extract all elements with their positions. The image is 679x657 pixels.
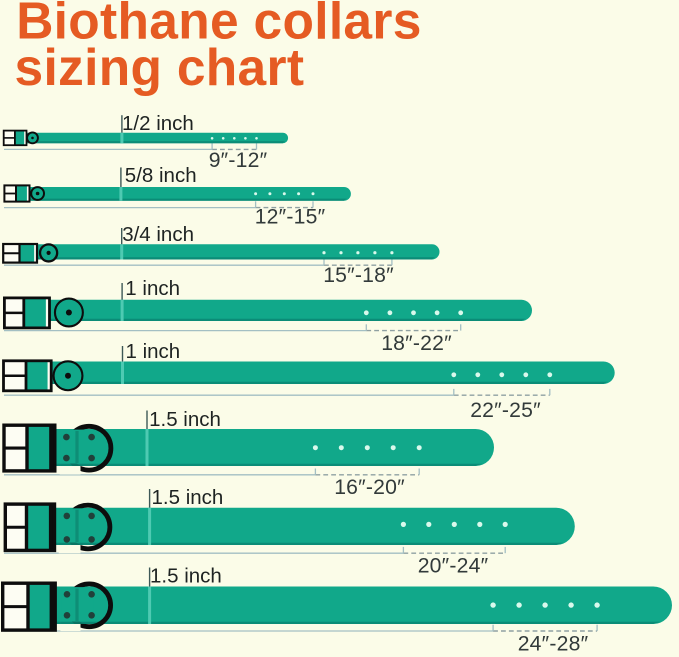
svg-text:1.5 inch: 1.5 inch [149,408,221,431]
svg-text:3/4 inch: 3/4 inch [122,223,194,246]
svg-text:1 inch: 1 inch [125,277,180,300]
svg-text:1/2 inch: 1/2 inch [122,112,194,135]
svg-text:18″-22″: 18″-22″ [381,332,452,355]
svg-text:9″-12″: 9″-12″ [209,149,268,172]
svg-text:sizing chart: sizing chart [15,38,305,96]
svg-text:22″-25″: 22″-25″ [470,399,541,422]
svg-text:16″-20″: 16″-20″ [334,476,405,499]
svg-text:5/8 inch: 5/8 inch [125,164,197,187]
svg-text:20″-24″: 20″-24″ [418,554,489,577]
svg-text:1.5 inch: 1.5 inch [152,486,224,509]
svg-text:15″-18″: 15″-18″ [323,264,394,287]
svg-text:24″-28″: 24″-28″ [518,633,589,653]
svg-text:Biothane collars: Biothane collars [16,0,421,49]
svg-text:12″-15″: 12″-15″ [255,205,326,228]
svg-text:1 inch: 1 inch [126,340,181,363]
svg-text:1.5 inch: 1.5 inch [150,565,222,588]
